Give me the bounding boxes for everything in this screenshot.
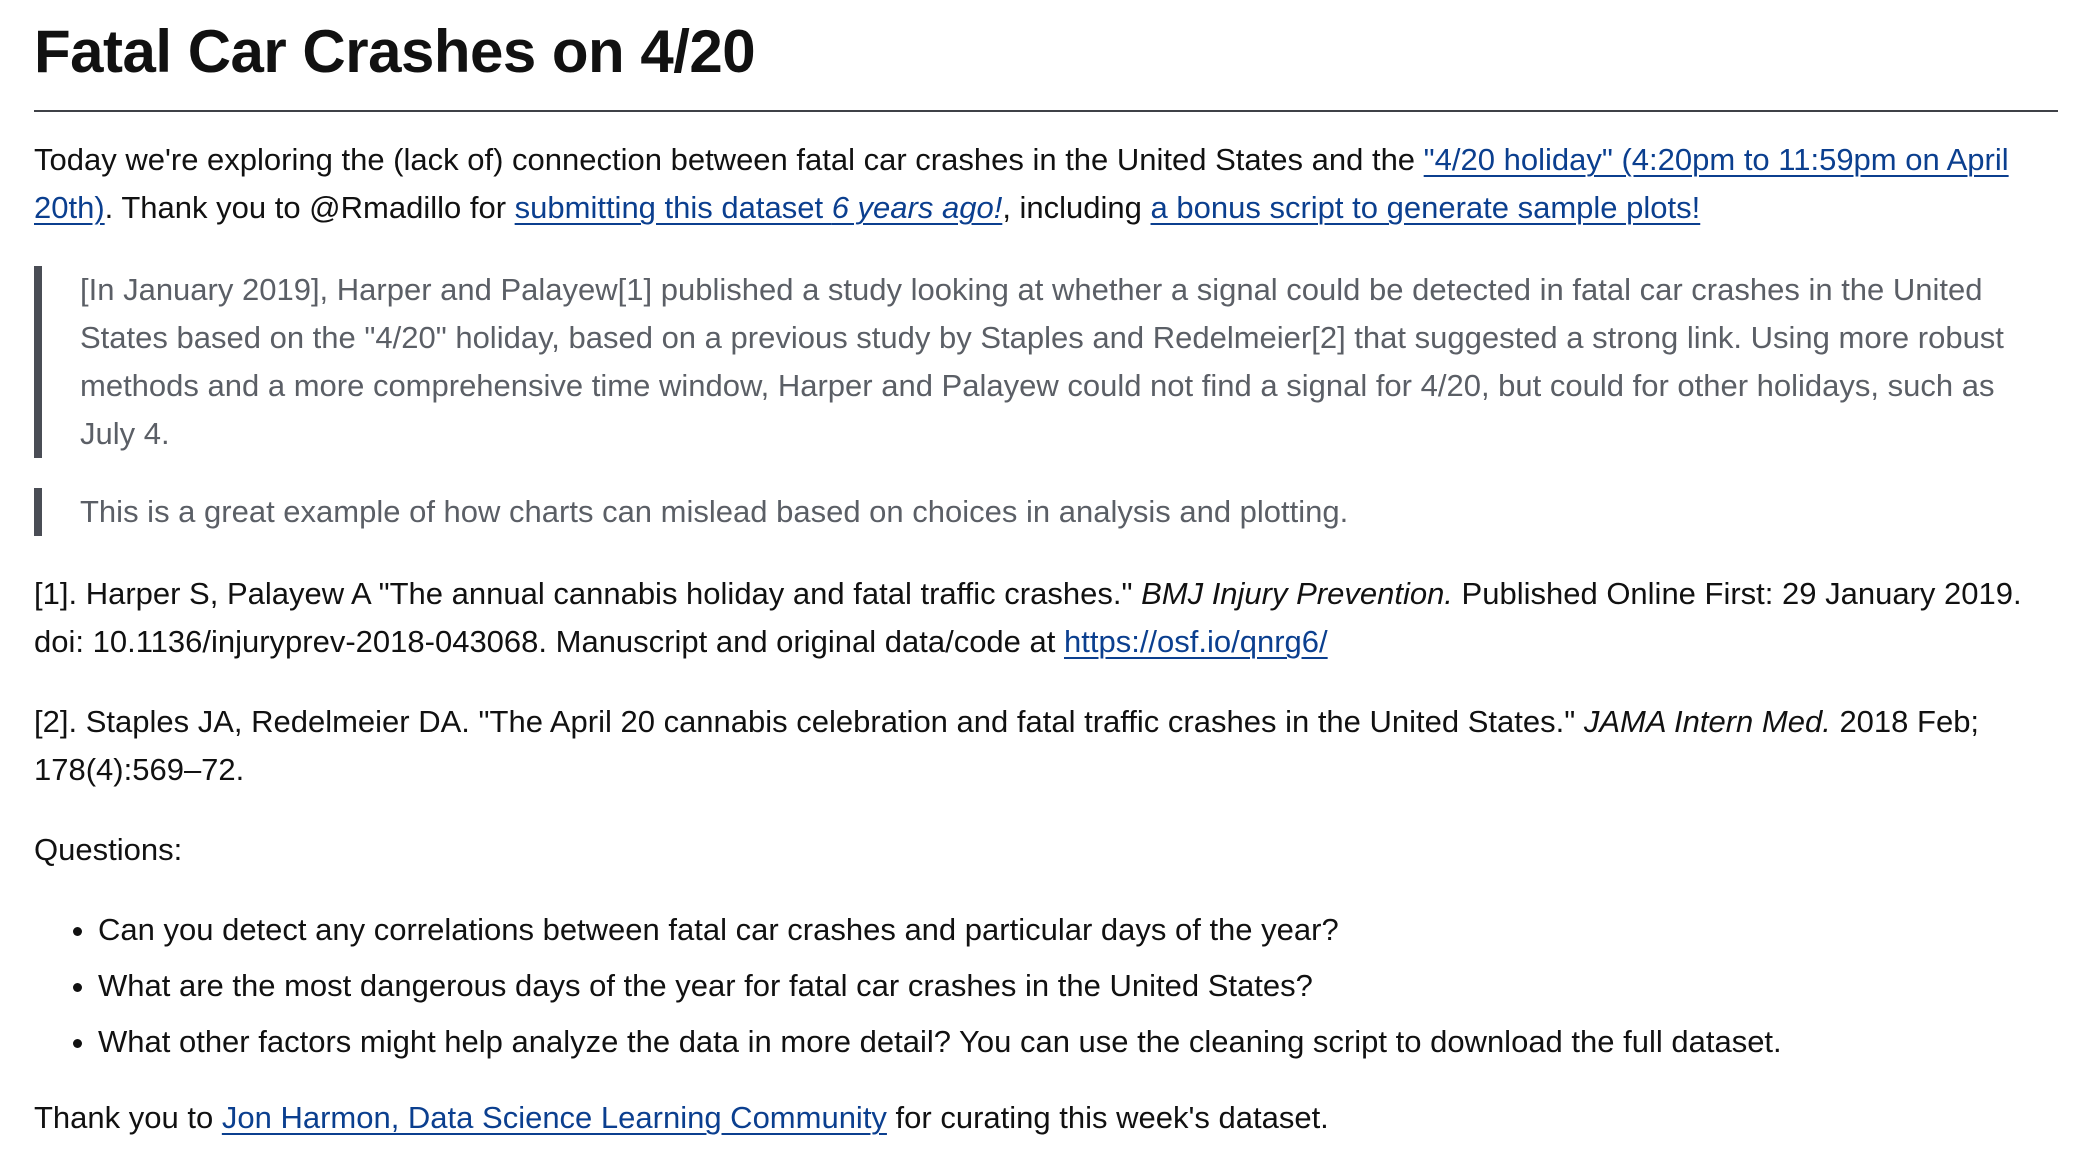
page-title: Fatal Car Crashes on 4/20 [34,12,2058,112]
study-quote-text: [In January 2019], Harper and Palayew[1]… [80,272,2004,451]
intro-text-2: . Thank you to @Rmadillo for [104,190,515,225]
osf-link[interactable]: https://osf.io/qnrg6/ [1064,624,1328,659]
bonus-script-link[interactable]: a bonus script to generate sample plots! [1150,190,1701,225]
jon-harmon-link[interactable]: Jon Harmon, Data Science Learning Commun… [221,1100,887,1135]
reference-1-text-2: Published Online First: 29 January 2019.… [34,576,2022,659]
reference-2-journal: JAMA Intern Med. [1583,704,1831,739]
questions-label: Questions: [34,832,183,867]
reference-1-journal: BMJ Injury Prevention. [1141,576,1453,611]
study-blockquote: [In January 2019], Harper and Palayew[1]… [34,266,2058,458]
submitting-dataset-link-text: submitting this dataset [514,190,832,225]
thanks-text-1: Thank you to [34,1100,222,1135]
question-item: What other factors might help analyze th… [98,1014,2058,1070]
question-item: What are the most dangerous days of the … [98,958,2058,1014]
submitting-dataset-link-emphasis: 6 years ago! [831,190,1003,225]
questions-list: Can you detect any correlations between … [34,902,2058,1070]
charts-mislead-text: This is a great example of how charts ca… [80,494,1349,529]
reference-2-text-2: 2018 Feb; 178(4):569–72. [34,704,1980,787]
holiday-link[interactable]: "4/20 holiday" (4:20pm to 11:59pm on Apr… [34,142,2009,225]
intro-paragraph: Today we're exploring the (lack of) conn… [34,136,2058,232]
reference-1-text-1: [1]. Harper S, Palayew A "The annual can… [34,576,1142,611]
reference-2-text-1: [2]. Staples JA, Redelmeier DA. "The Apr… [34,704,1584,739]
intro-text-1: Today we're exploring the (lack of) conn… [34,142,1424,177]
charts-mislead-blockquote: This is a great example of how charts ca… [34,488,2058,536]
question-item: Can you detect any correlations between … [98,902,2058,958]
reference-1: [1]. Harper S, Palayew A "The annual can… [34,570,2058,666]
intro-text-3: , including [1002,190,1151,225]
submitting-dataset-link[interactable]: submitting this dataset 6 years ago! [515,190,1003,225]
thanks-paragraph: Thank you to Jon Harmon, Data Science Le… [34,1094,2058,1142]
reference-2: [2]. Staples JA, Redelmeier DA. "The Apr… [34,698,2058,794]
thanks-text-2: for curating this week's dataset. [886,1100,1329,1135]
